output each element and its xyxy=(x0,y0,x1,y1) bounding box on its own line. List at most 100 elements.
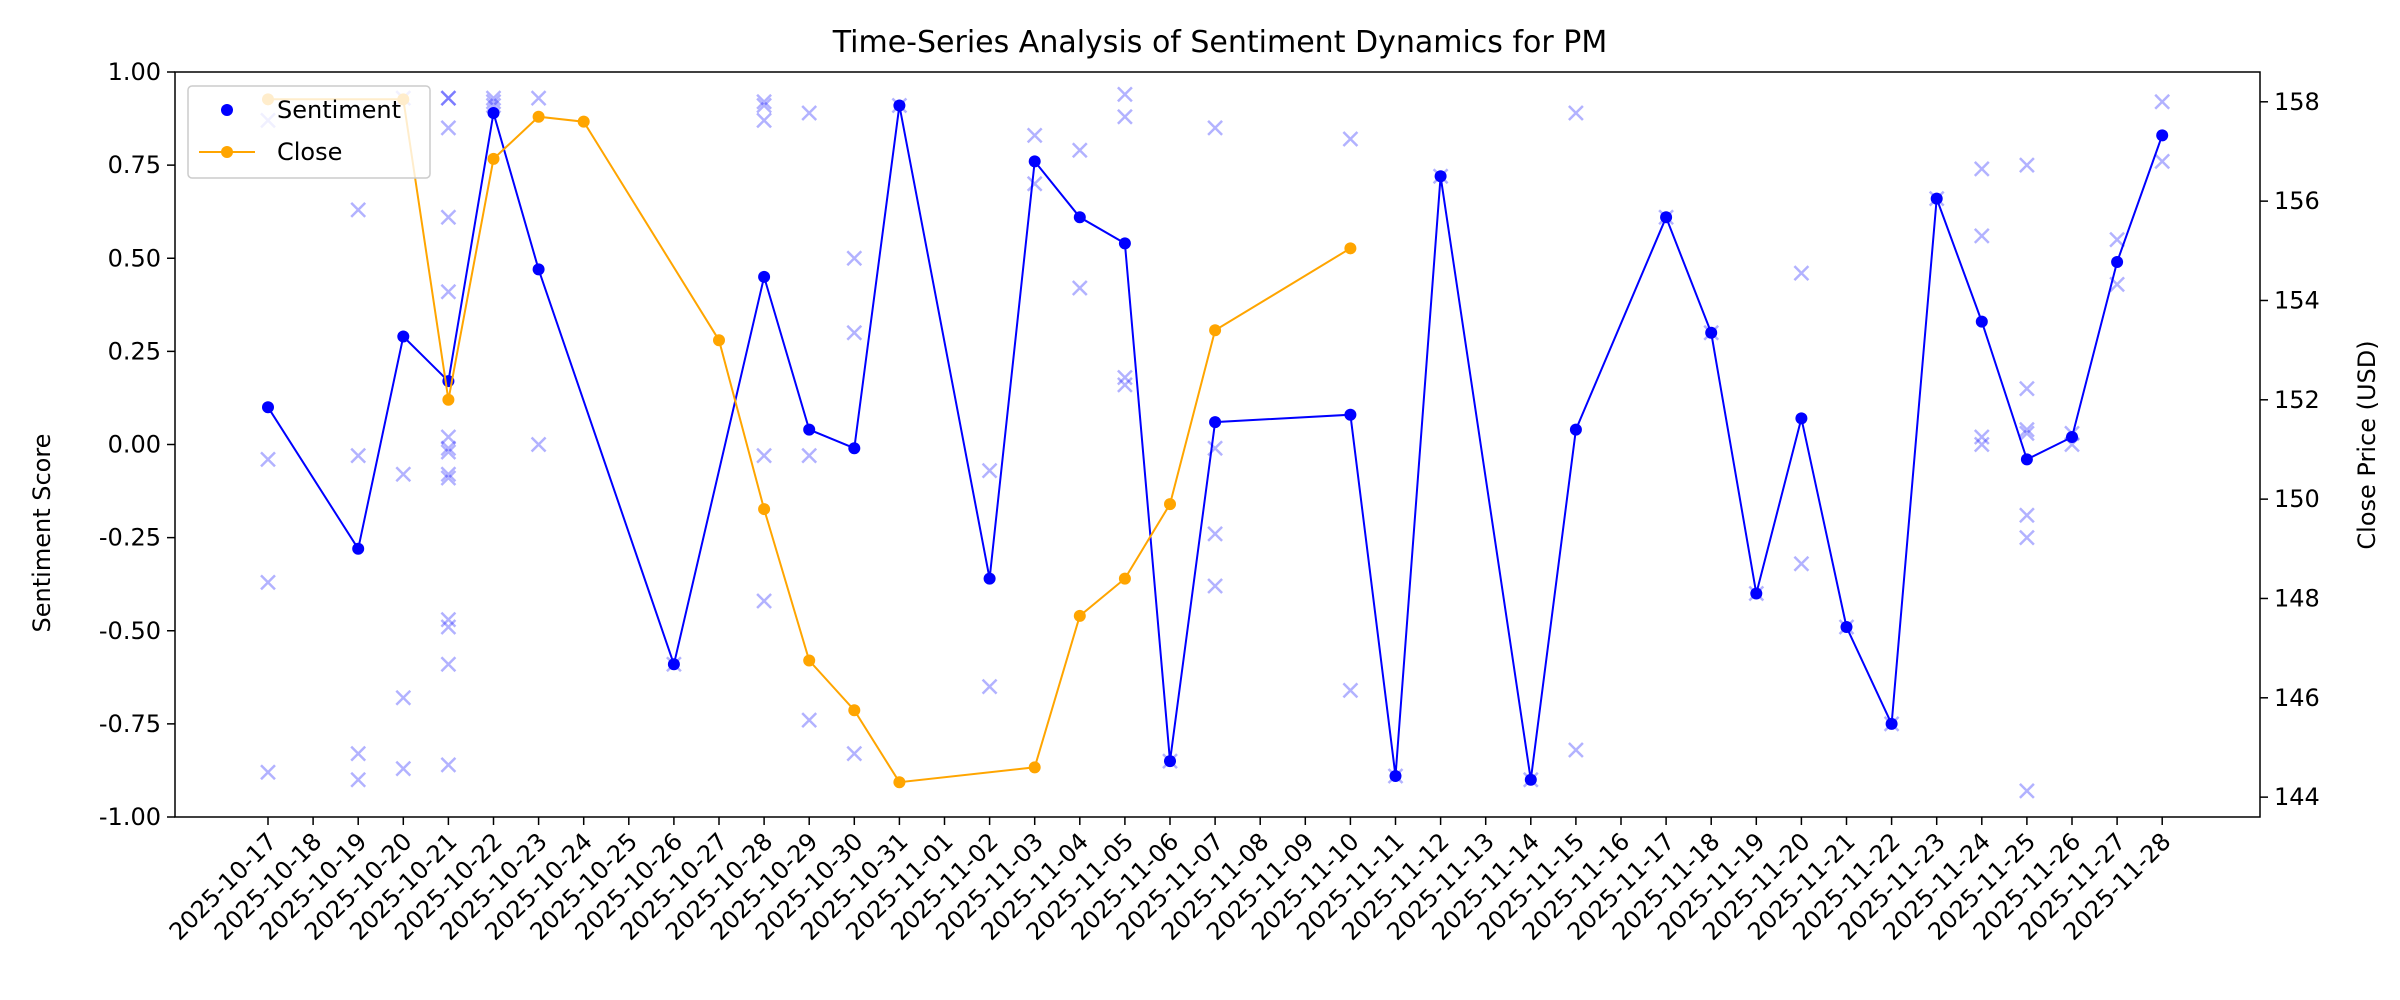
raw-sentiment-marker xyxy=(440,283,457,300)
raw-sentiment-marker xyxy=(1117,377,1133,393)
close-point xyxy=(1028,761,1041,774)
raw-sentiment-marker xyxy=(1117,369,1133,386)
close-point xyxy=(577,115,590,128)
raw-sentiment-marker xyxy=(1071,142,1088,159)
raw-sentiment-marker xyxy=(440,90,457,106)
legend: Sentiment Close xyxy=(187,85,431,179)
raw-sentiment-marker xyxy=(1973,228,1990,244)
y-left-tick-label: 1.00 xyxy=(108,58,161,86)
raw-sentiment-marker xyxy=(530,90,547,106)
raw-sentiment-marker xyxy=(1207,119,1223,136)
raw-sentiment-marker xyxy=(2019,507,2035,524)
raw-sentiment-marker xyxy=(1568,742,1584,758)
raw-sentiment-marker xyxy=(1568,105,1584,121)
close-point xyxy=(1118,572,1131,585)
raw-sentiment-marker xyxy=(395,466,412,483)
raw-sentiment-marker xyxy=(981,678,998,695)
raw-sentiment-marker xyxy=(1973,436,1990,453)
y-left-tick-label: -0.75 xyxy=(99,710,161,738)
raw-sentiment-marker xyxy=(530,436,547,453)
raw-sentiment-marker xyxy=(440,470,457,486)
raw-sentiment-marker xyxy=(350,771,367,788)
y-left-tick-label: -1.00 xyxy=(99,803,161,831)
raw-sentiment-marker xyxy=(260,764,276,781)
close-point xyxy=(848,704,861,717)
raw-sentiment-marker xyxy=(1026,175,1043,192)
raw-sentiment-marker xyxy=(395,760,412,777)
raw-sentiment-marker xyxy=(2154,153,2171,170)
close-point xyxy=(442,393,455,406)
legend-sentiment-label: Sentiment xyxy=(277,96,401,124)
raw-sentiment-marker xyxy=(485,93,502,110)
raw-sentiment-marker xyxy=(440,619,457,635)
close-point xyxy=(1164,498,1176,511)
raw-sentiment-marker xyxy=(2019,529,2035,546)
raw-sentiment-marker xyxy=(440,466,457,483)
raw-sentiment-marker xyxy=(756,112,772,129)
sentiment-point xyxy=(487,106,500,119)
raw-sentiment-marker xyxy=(1793,555,1810,572)
y-left-tick-label: 0.25 xyxy=(108,337,161,365)
sentiment-point xyxy=(1164,755,1176,768)
sentiment-point xyxy=(1795,412,1808,425)
y-left-tick-label: 0.00 xyxy=(108,431,161,459)
raw-sentiment-marker xyxy=(1973,160,1990,177)
close-point xyxy=(803,654,816,667)
raw-sentiment-marker xyxy=(1071,280,1088,296)
sentiment-point xyxy=(803,423,816,436)
raw-sentiment-marker xyxy=(2019,380,2035,397)
raw-sentiment-marker xyxy=(801,712,818,729)
raw-sentiment-marker xyxy=(2154,93,2171,110)
sentiment-point xyxy=(2066,431,2078,444)
sentiment-point xyxy=(1073,211,1086,224)
close-point xyxy=(1344,242,1357,255)
raw-sentiment-marker xyxy=(440,119,457,136)
raw-sentiment-marker xyxy=(260,451,276,468)
sentiment-point xyxy=(352,542,365,555)
raw-sentiment-marker xyxy=(1026,127,1043,144)
sentiment-point xyxy=(397,330,410,343)
raw-sentiment-marker xyxy=(260,574,276,591)
sentiment-point xyxy=(2020,453,2033,466)
sentiment-point xyxy=(1389,770,1402,783)
sentiment-point xyxy=(1434,170,1447,183)
raw-sentiment-marker xyxy=(1342,131,1359,147)
sentiment-point xyxy=(1750,587,1763,600)
sentiment-point xyxy=(983,572,996,585)
raw-sentiment-marker xyxy=(350,745,367,762)
raw-sentiment-marker xyxy=(1973,429,1990,445)
raw-sentiment-marker xyxy=(440,209,457,226)
raw-sentiment-marker xyxy=(756,447,772,464)
raw-sentiment-marker xyxy=(801,105,818,121)
raw-sentiment-marker xyxy=(1207,526,1223,542)
raw-sentiment-marker xyxy=(1207,578,1223,594)
raw-sentiment-marker xyxy=(2109,231,2125,248)
sentiment-point xyxy=(667,658,680,671)
sentiment-point xyxy=(1705,326,1718,339)
raw-sentiment-marker xyxy=(2019,783,2035,799)
y-right-tick-label: 152 xyxy=(2274,386,2320,414)
y-right-tick-label: 154 xyxy=(2274,286,2320,314)
sentiment-point xyxy=(848,442,861,455)
close-point xyxy=(1073,609,1086,622)
plot-marks xyxy=(260,86,2171,799)
raw-sentiment-marker xyxy=(440,611,457,628)
axis-ticks: -1.00 -0.75 -0.50 -0.25 0.00 0.25 0.50 0.75 1.00… xyxy=(99,58,2320,946)
raw-sentiment-marker xyxy=(801,447,818,464)
close-point xyxy=(893,776,906,789)
y-right-tick-label: 158 xyxy=(2274,88,2320,116)
close-point xyxy=(1209,324,1222,337)
raw-sentiment-marker xyxy=(440,656,457,673)
raw-sentiment-marker xyxy=(1117,86,1133,103)
raw-sentiment-marker xyxy=(440,756,457,773)
raw-sentiment-marker xyxy=(846,250,863,267)
y-right-tick-label: 150 xyxy=(2274,485,2320,513)
sentiment-point xyxy=(1660,211,1673,224)
raw-sentiment-marker xyxy=(756,97,772,114)
sentiment-point xyxy=(2156,129,2169,142)
close-point xyxy=(487,152,500,165)
y-axis-right-label: Close Price (USD) xyxy=(2353,340,2381,549)
legend-box xyxy=(187,85,431,179)
raw-sentiment-marker xyxy=(756,93,772,110)
